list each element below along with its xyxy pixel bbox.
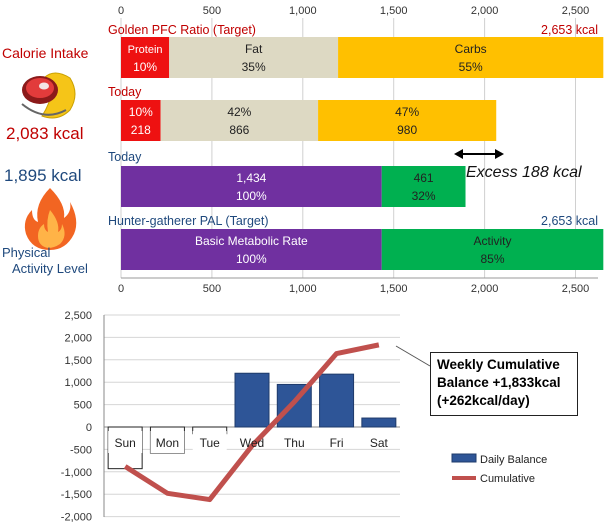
bar-segment-label: 10% xyxy=(129,105,153,119)
bar-segment-basic-metabolic-rate xyxy=(121,166,382,207)
daily-balance-bar xyxy=(276,383,312,428)
bar-segment-label: Protein xyxy=(128,44,163,56)
bar-segment-activity xyxy=(381,229,604,270)
bar-segment-value: 218 xyxy=(131,123,151,137)
bar-segment-fat xyxy=(169,37,339,78)
x-tick-label-top: 0 xyxy=(118,5,124,17)
x-tick-label-top: 2,000 xyxy=(471,5,499,17)
row-label: Golden PFC Ratio (Target) xyxy=(108,23,256,37)
bar-segment-value: 980 xyxy=(397,123,417,137)
bar-segment-label: Activity xyxy=(474,234,512,248)
double-arrow-icon xyxy=(454,149,504,159)
bar-segment-value: 55% xyxy=(459,60,483,74)
category-label: Tue xyxy=(200,436,221,450)
x-tick-label-top: 500 xyxy=(203,5,221,17)
y-tick-label: -500 xyxy=(70,444,92,456)
cumulative-line xyxy=(123,342,380,503)
weekly-balance-chart: -2,000 -1,500 -1,000 -500 0 500 1,000 1,500 2,00… xyxy=(61,310,547,524)
bar-segment-label: 1,434 xyxy=(236,171,266,185)
x-tick-label-top: 1,000 xyxy=(289,5,317,17)
bar-segment-carbs xyxy=(318,100,497,141)
bar-segment-value: 35% xyxy=(242,60,266,74)
y-tick-label: 2,500 xyxy=(64,310,92,322)
x-tick-label-bottom: 2,000 xyxy=(471,283,499,295)
row-label: Hunter-gatherer PAL (Target) xyxy=(108,214,269,228)
category-label: Sat xyxy=(370,436,389,450)
category-label: Fri xyxy=(330,436,344,450)
daily-balance-bar xyxy=(319,373,355,428)
x-tick-label-bottom: 500 xyxy=(203,283,221,295)
category-label-bg xyxy=(192,431,227,453)
daily-balance-bar xyxy=(234,372,270,428)
y-tick-label: 0 xyxy=(86,422,92,434)
bar-segment-value: 85% xyxy=(480,252,504,266)
legend-label-cumulative: Cumulative xyxy=(480,473,535,485)
flame-icon xyxy=(24,188,77,250)
category-label: Sun xyxy=(114,436,135,450)
row-label: Today xyxy=(108,85,142,99)
bar-segment-label: 47% xyxy=(395,105,419,119)
callout-line3: (+262kcal/day) xyxy=(437,393,530,408)
steak-banana-icon xyxy=(21,72,76,119)
legend-swatch-daily xyxy=(451,453,477,463)
bar-segment-label: Basic Metabolic Rate xyxy=(195,234,308,248)
category-label-bg xyxy=(150,431,185,453)
daily-balance-bar xyxy=(361,417,397,428)
pfc-pal-stacked-bar-chart: 0 0 500 500 1,000 1,000 1,500 1,500 2,000 2,000 2,… xyxy=(108,5,604,295)
bar-segment-label: 42% xyxy=(227,105,251,119)
y-tick-label: 1,500 xyxy=(64,355,92,367)
legend-label-daily: Daily Balance xyxy=(480,454,547,466)
y-tick-label: 1,000 xyxy=(64,377,92,389)
callout-line1: Weekly Cumulative xyxy=(437,357,560,372)
pal-value: 1,895 kcal xyxy=(4,166,82,185)
y-tick-label: -2,000 xyxy=(61,512,92,524)
x-tick-label-bottom: 2,500 xyxy=(562,283,590,295)
weekly-callout: Weekly Cumulative Balance +1,833kcal (+2… xyxy=(430,352,578,416)
bar-segment-label: 461 xyxy=(414,171,434,185)
excess-label: Excess 188 kcal xyxy=(466,164,582,181)
x-tick-label-bottom: 1,500 xyxy=(380,283,408,295)
bar-segment-fat xyxy=(160,100,319,141)
bar-segment-value: 32% xyxy=(412,189,436,203)
row-total-label: 2,653 kcal xyxy=(541,23,598,37)
category-label: Thu xyxy=(284,436,305,450)
y-tick-label: 500 xyxy=(74,400,92,412)
bar-segment-carbs xyxy=(338,37,604,78)
calorie-intake-value: 2,083 kcal xyxy=(6,124,84,143)
bar-segment-value: 100% xyxy=(236,252,267,266)
callout-pointer xyxy=(395,345,431,367)
bar-segment-value: 10% xyxy=(133,60,157,74)
row-total-label: 2,653 kcal xyxy=(541,214,598,228)
x-tick-label-top: 1,500 xyxy=(380,5,408,17)
pal-title-line1: Physical xyxy=(2,245,51,260)
bar-segment-basic-metabolic-rate xyxy=(121,229,382,270)
bar-segment-value: 100% xyxy=(236,189,267,203)
category-label-bg xyxy=(108,431,143,453)
y-tick-label: 2,000 xyxy=(64,332,92,344)
bar-segment-protein xyxy=(121,37,170,78)
bar-segment-label: Carbs xyxy=(455,42,487,56)
x-tick-label-bottom: 1,000 xyxy=(289,283,317,295)
y-tick-label: -1,500 xyxy=(61,489,92,501)
bar-segment-value: 866 xyxy=(229,123,249,137)
category-label: Mon xyxy=(156,436,179,450)
bar-segment-label: Fat xyxy=(245,42,263,56)
row-label: Today xyxy=(108,150,142,164)
bar-segment-protein xyxy=(121,100,161,141)
y-tick-label: -1,000 xyxy=(61,467,92,479)
calorie-intake-title: Calorie Intake xyxy=(2,45,89,61)
x-tick-label-top: 2,500 xyxy=(562,5,590,17)
category-label: Wed xyxy=(240,436,264,450)
pal-title-line2: Activity Level xyxy=(12,261,88,276)
callout-line2: Balance +1,833kcal xyxy=(437,375,561,390)
x-tick-label-bottom: 0 xyxy=(118,283,124,295)
bar-segment-activity xyxy=(381,166,466,207)
